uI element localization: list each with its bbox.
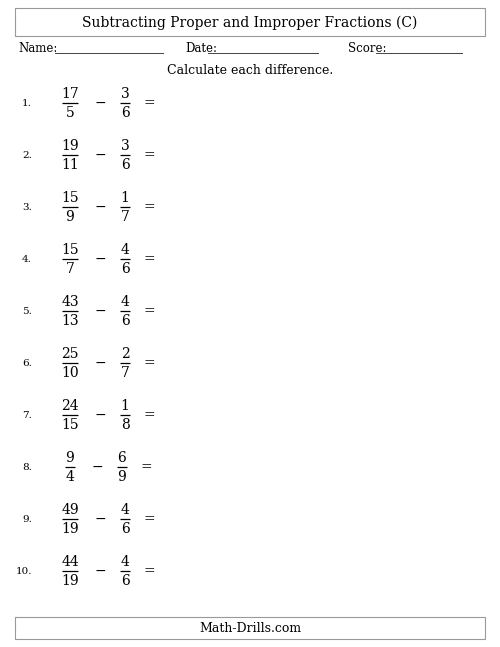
Text: 6: 6 [120,262,130,276]
Text: 13: 13 [61,314,79,328]
Text: 10: 10 [61,366,79,380]
Text: Subtracting Proper and Improper Fractions (C): Subtracting Proper and Improper Fraction… [82,16,417,30]
Text: −: − [94,512,106,526]
Text: =: = [143,512,155,526]
Text: −: − [94,408,106,422]
Text: Date:: Date: [185,41,217,54]
Text: −: − [91,460,103,474]
Text: 7: 7 [120,210,130,224]
Text: 15: 15 [61,191,79,205]
Text: =: = [143,96,155,110]
Text: 24: 24 [61,399,79,413]
Text: 3.: 3. [22,203,32,212]
Text: 1: 1 [120,191,130,205]
Text: 4: 4 [120,503,130,517]
Text: 10.: 10. [16,567,32,575]
Text: 6: 6 [120,158,130,172]
Text: 4.: 4. [22,254,32,263]
Text: 5: 5 [66,106,74,120]
Text: =: = [143,356,155,370]
Bar [15,617,485,639]
Text: 2: 2 [120,347,130,361]
Text: −: − [94,356,106,370]
Text: =: = [143,148,155,162]
Text: 6: 6 [120,314,130,328]
Text: 3: 3 [120,139,130,153]
Text: Calculate each difference.: Calculate each difference. [167,63,333,76]
Text: 7.: 7. [22,410,32,419]
Text: 15: 15 [61,418,79,432]
Text: Math-Drills.com: Math-Drills.com [199,622,301,635]
Text: 6: 6 [120,106,130,120]
Text: −: − [94,96,106,110]
Text: 8: 8 [120,418,130,432]
Text: 1: 1 [120,399,130,413]
Text: 7: 7 [120,366,130,380]
Text: 4: 4 [66,470,74,484]
Text: 15: 15 [61,243,79,257]
Text: −: − [94,148,106,162]
Text: Name:: Name: [18,41,58,54]
Text: 17: 17 [61,87,79,101]
Bar [15,8,485,36]
Text: 4: 4 [120,243,130,257]
Text: 4: 4 [120,555,130,569]
Text: 43: 43 [61,295,79,309]
Text: 6: 6 [120,522,130,536]
Text: 9: 9 [66,210,74,224]
Text: =: = [143,304,155,318]
Text: =: = [143,408,155,422]
Text: −: − [94,200,106,214]
Text: 19: 19 [61,139,79,153]
Text: 6: 6 [118,451,126,465]
Text: 9: 9 [118,470,126,484]
Text: 7: 7 [66,262,74,276]
Text: 44: 44 [61,555,79,569]
Text: 2.: 2. [22,151,32,160]
Text: 4: 4 [120,295,130,309]
Text: 49: 49 [61,503,79,517]
Text: 11: 11 [61,158,79,172]
Text: −: − [94,252,106,266]
Text: 19: 19 [61,522,79,536]
Text: −: − [94,564,106,578]
Text: =: = [143,252,155,266]
Text: 6: 6 [120,574,130,588]
Text: 5.: 5. [22,307,32,316]
Text: 25: 25 [61,347,79,361]
Text: Score:: Score: [348,41,387,54]
Text: 8.: 8. [22,463,32,472]
Text: 3: 3 [120,87,130,101]
Text: 19: 19 [61,574,79,588]
Text: =: = [140,460,152,474]
Text: =: = [143,200,155,214]
Text: 9: 9 [66,451,74,465]
Text: 9.: 9. [22,514,32,523]
Text: 1.: 1. [22,98,32,107]
Text: =: = [143,564,155,578]
Text: −: − [94,304,106,318]
Text: 6.: 6. [22,358,32,367]
